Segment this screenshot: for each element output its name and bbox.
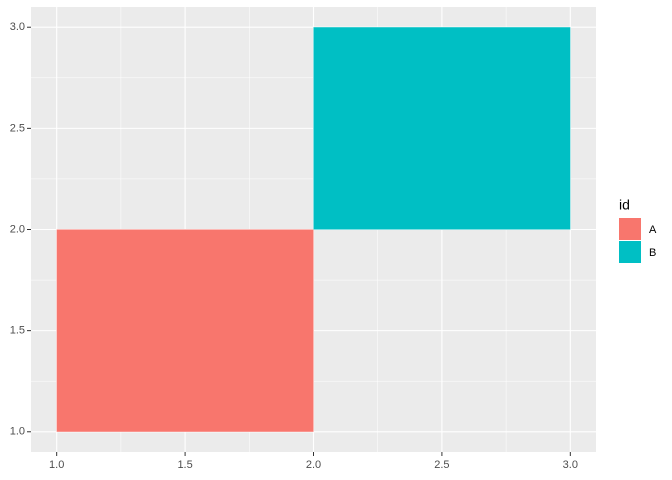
y-tick-label: 2.5 (10, 122, 25, 134)
legend-label: A (649, 224, 657, 236)
legend-key (619, 241, 641, 263)
y-tick-label: 1.5 (10, 325, 25, 337)
x-tick-label: 2.0 (306, 459, 321, 471)
legend-key (619, 218, 641, 240)
rect (56, 229, 314, 432)
x-tick-label: 1.0 (49, 459, 64, 471)
legend-title: id (619, 197, 630, 213)
rect (313, 27, 571, 230)
y-tick-label: 3.0 (10, 21, 25, 33)
x-tick-label: 1.5 (177, 459, 192, 471)
y-tick-label: 2.0 (10, 223, 25, 235)
x-tick-label: 3.0 (563, 459, 578, 471)
legend-label: B (649, 247, 656, 259)
x-tick-label: 2.5 (434, 459, 449, 471)
y-tick-label: 1.0 (10, 426, 25, 438)
